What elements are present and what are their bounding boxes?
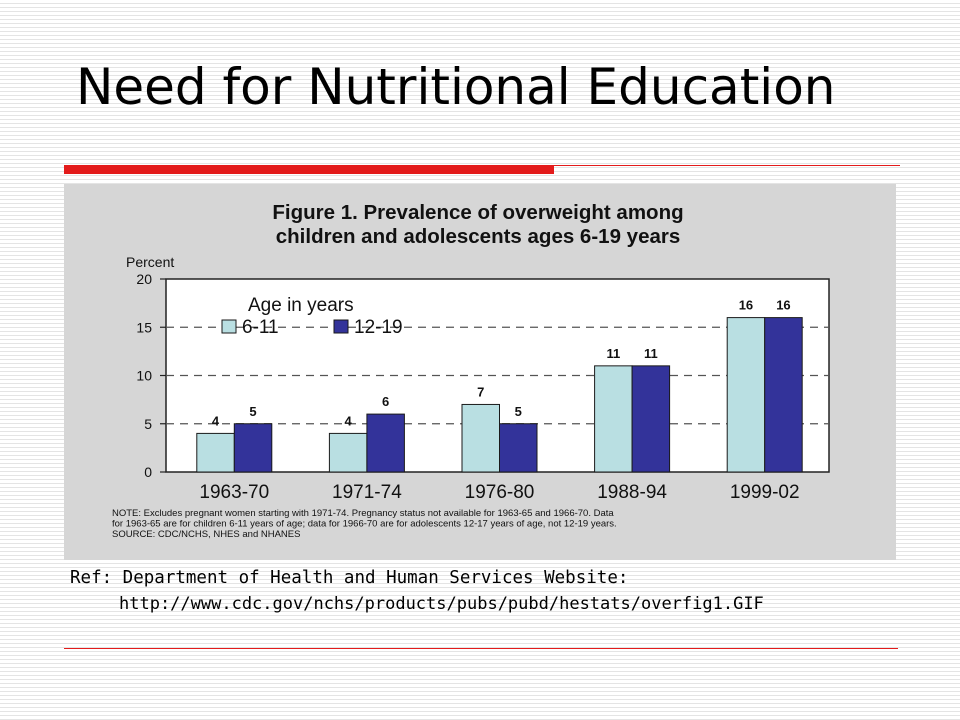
chart-title-line1: Figure 1. Prevalence of overweight among (272, 201, 683, 224)
y-tick-label: 10 (136, 368, 152, 384)
x-tick-label: 1988-94 (597, 482, 667, 503)
bar-6-11-1988-94 (594, 365, 633, 473)
data-label: 4 (345, 413, 353, 428)
chart-note-line: for 1963-65 are for children 6-11 years … (112, 519, 617, 530)
x-tick-label: 1976-80 (465, 482, 535, 503)
y-tick-label: 0 (144, 464, 152, 480)
data-label: 7 (477, 384, 484, 399)
x-tick-label: 1999-02 (730, 482, 800, 503)
legend-swatch-12-19 (333, 319, 349, 334)
bar-12-19-1971-74 (366, 413, 405, 473)
data-label: 6 (382, 394, 389, 409)
legend-entry-12-19: 12-19 (354, 317, 403, 338)
bar-6-11-1999-02 (726, 317, 766, 473)
bar-12-19-1988-94 (631, 365, 671, 473)
data-label: 11 (606, 346, 620, 361)
y-tick-label: 5 (144, 416, 152, 432)
chart-note-line: NOTE: Excludes pregnant women starting w… (112, 508, 614, 519)
data-label: 16 (776, 298, 790, 313)
reference-text: Ref: Department of Health and Human Serv… (70, 568, 629, 588)
title-underline-thin (554, 165, 900, 166)
bar-chart: Figure 1. Prevalence of overweight among… (112, 201, 830, 540)
y-tick-label: 20 (136, 271, 152, 287)
data-label: 5 (515, 404, 522, 419)
bar-12-19-1963-70 (233, 423, 273, 473)
bar-12-19-1976-80 (499, 423, 538, 473)
data-label: 16 (739, 298, 753, 313)
legend-entry-6-11: 6-11 (242, 317, 279, 338)
slide-title: Need for Nutritional Education (76, 58, 836, 116)
footer-rule (64, 648, 898, 649)
bar-6-11-1971-74 (328, 432, 368, 473)
bar-6-11-1963-70 (196, 432, 235, 473)
y-tick-label: 15 (136, 319, 152, 335)
y-axis-label: Percent (126, 254, 174, 270)
data-label: 4 (212, 413, 220, 428)
x-tick-label: 1963-70 (199, 482, 269, 503)
reference-url: http://www.cdc.gov/nchs/products/pubs/pu… (119, 594, 764, 614)
data-label: 5 (249, 404, 256, 419)
bar-12-19-1999-02 (764, 317, 803, 473)
title-underline-thick (64, 165, 554, 174)
chart-note-line: SOURCE: CDC/NCHS, NHES and NHANES (112, 529, 300, 540)
legend-title: Age in years (248, 295, 354, 316)
figure-panel: Figure 1. Prevalence of overweight among… (64, 184, 896, 560)
x-tick-label: 1971-74 (332, 482, 402, 503)
legend-swatch-6-11 (221, 319, 237, 334)
chart-title-line2: children and adolescents ages 6-19 years (276, 225, 681, 248)
data-label: 11 (644, 346, 658, 361)
bar-6-11-1976-80 (461, 403, 500, 473)
